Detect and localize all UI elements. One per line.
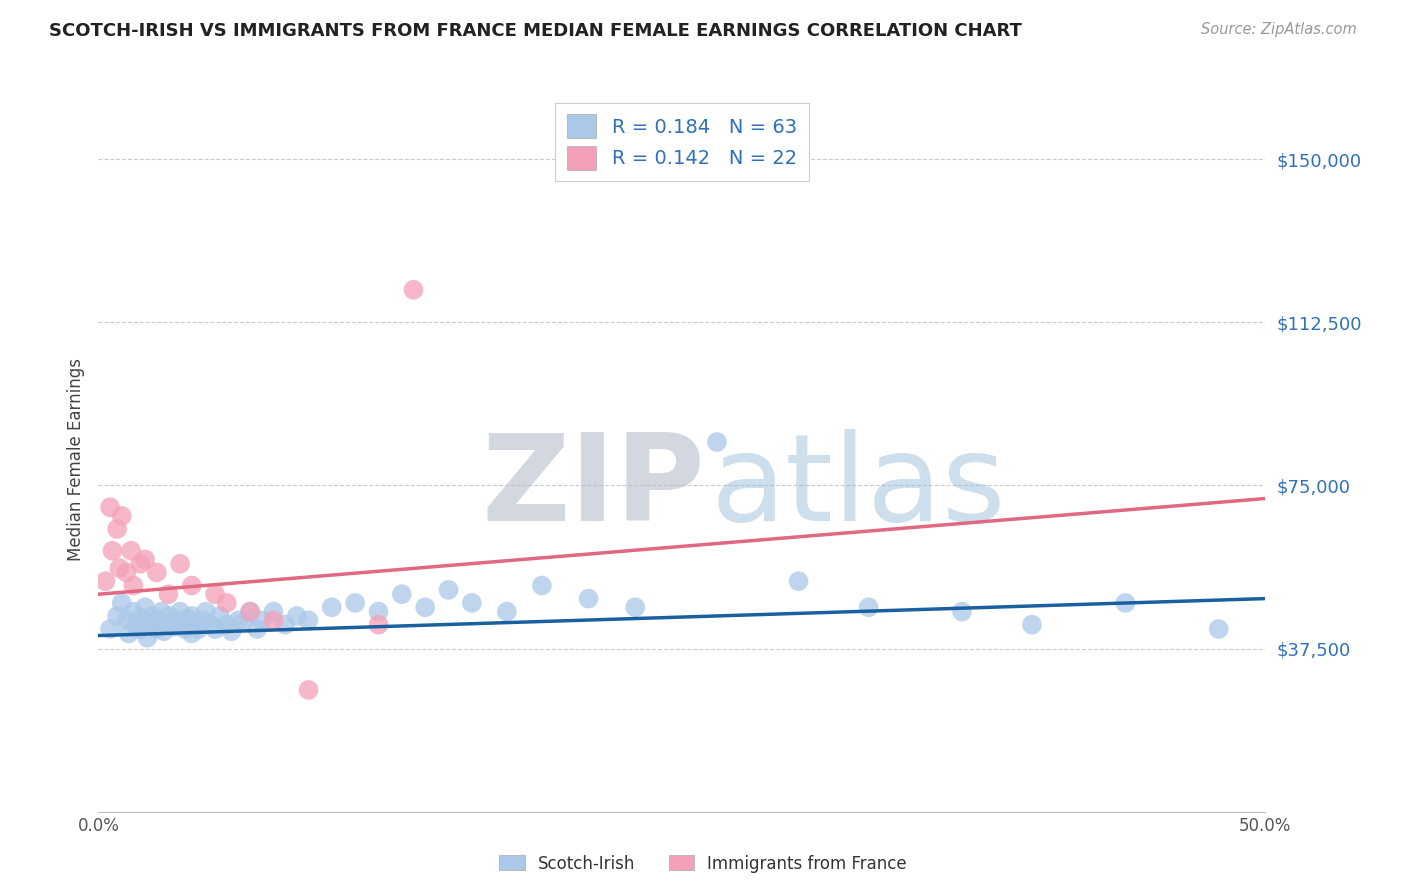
Point (285, 609, 308, 624)
Point (136, 631, 159, 645)
Point (169, 605, 191, 619)
Point (950, 605, 973, 619)
Point (706, 434, 728, 449)
Text: ZIP: ZIP (481, 429, 706, 546)
Y-axis label: Median Female Earnings: Median Female Earnings (66, 358, 84, 561)
Point (297, 613, 319, 627)
Point (169, 557, 191, 571)
Point (150, 605, 173, 619)
Point (1114, 596, 1136, 610)
Point (228, 613, 250, 627)
Legend: R = 0.184   N = 63, R = 0.142   N = 22: R = 0.184 N = 63, R = 0.142 N = 22 (555, 103, 808, 181)
Point (180, 626, 202, 640)
Point (367, 617, 389, 632)
Text: Source: ZipAtlas.com: Source: ZipAtlas.com (1201, 22, 1357, 37)
Point (461, 596, 484, 610)
Point (496, 605, 519, 619)
Point (98, 622, 121, 636)
Point (111, 508, 134, 523)
Point (152, 624, 174, 639)
Point (204, 622, 226, 636)
Point (321, 600, 343, 615)
Point (139, 615, 162, 630)
Point (98, 500, 121, 515)
Text: atlas: atlas (711, 429, 1007, 546)
Point (94, 574, 117, 589)
Point (101, 543, 124, 558)
Point (232, 615, 254, 630)
Point (146, 613, 169, 627)
Point (215, 617, 238, 632)
Point (578, 591, 600, 606)
Point (787, 574, 810, 589)
Point (208, 609, 231, 624)
Point (180, 578, 202, 592)
Point (180, 609, 202, 624)
Point (402, 283, 425, 297)
Point (262, 605, 284, 619)
Text: SCOTCH-IRISH VS IMMIGRANTS FROM FRANCE MEDIAN FEMALE EARNINGS CORRELATION CHART: SCOTCH-IRISH VS IMMIGRANTS FROM FRANCE M… (49, 22, 1022, 40)
Point (125, 617, 148, 632)
Point (391, 587, 413, 601)
Point (162, 620, 184, 634)
Point (437, 582, 460, 597)
Point (118, 626, 141, 640)
Point (105, 522, 128, 536)
Point (262, 613, 284, 627)
Point (204, 587, 226, 601)
Point (246, 622, 269, 636)
Point (122, 578, 145, 592)
Point (274, 617, 297, 632)
Point (239, 605, 262, 619)
Point (1208, 622, 1230, 636)
Point (194, 605, 217, 619)
Point (157, 587, 180, 601)
Point (186, 615, 208, 630)
Point (129, 622, 152, 636)
Point (165, 613, 187, 627)
Point (413, 600, 436, 615)
Point (108, 561, 131, 575)
Point (193, 613, 215, 627)
Point (176, 611, 198, 625)
Point (146, 566, 169, 580)
Point (200, 617, 222, 632)
Point (134, 600, 156, 615)
Point (134, 552, 156, 566)
Point (215, 596, 238, 610)
Point (157, 609, 180, 624)
Point (115, 613, 138, 627)
Point (858, 600, 880, 615)
Point (187, 622, 209, 636)
Point (221, 624, 243, 639)
Point (530, 578, 553, 592)
Point (624, 600, 647, 615)
Point (111, 596, 134, 610)
Point (120, 543, 142, 558)
Point (169, 617, 191, 632)
Point (367, 605, 389, 619)
Point (146, 622, 169, 636)
Legend: Scotch-Irish, Immigrants from France: Scotch-Irish, Immigrants from France (494, 848, 912, 880)
Point (1021, 617, 1043, 632)
Point (122, 605, 145, 619)
Point (105, 609, 128, 624)
Point (239, 605, 262, 619)
Point (157, 617, 180, 632)
Point (141, 609, 163, 624)
Point (129, 611, 152, 625)
Point (250, 613, 273, 627)
Point (344, 596, 367, 610)
Point (115, 566, 138, 580)
Point (297, 682, 319, 697)
Point (173, 622, 195, 636)
Point (129, 557, 152, 571)
